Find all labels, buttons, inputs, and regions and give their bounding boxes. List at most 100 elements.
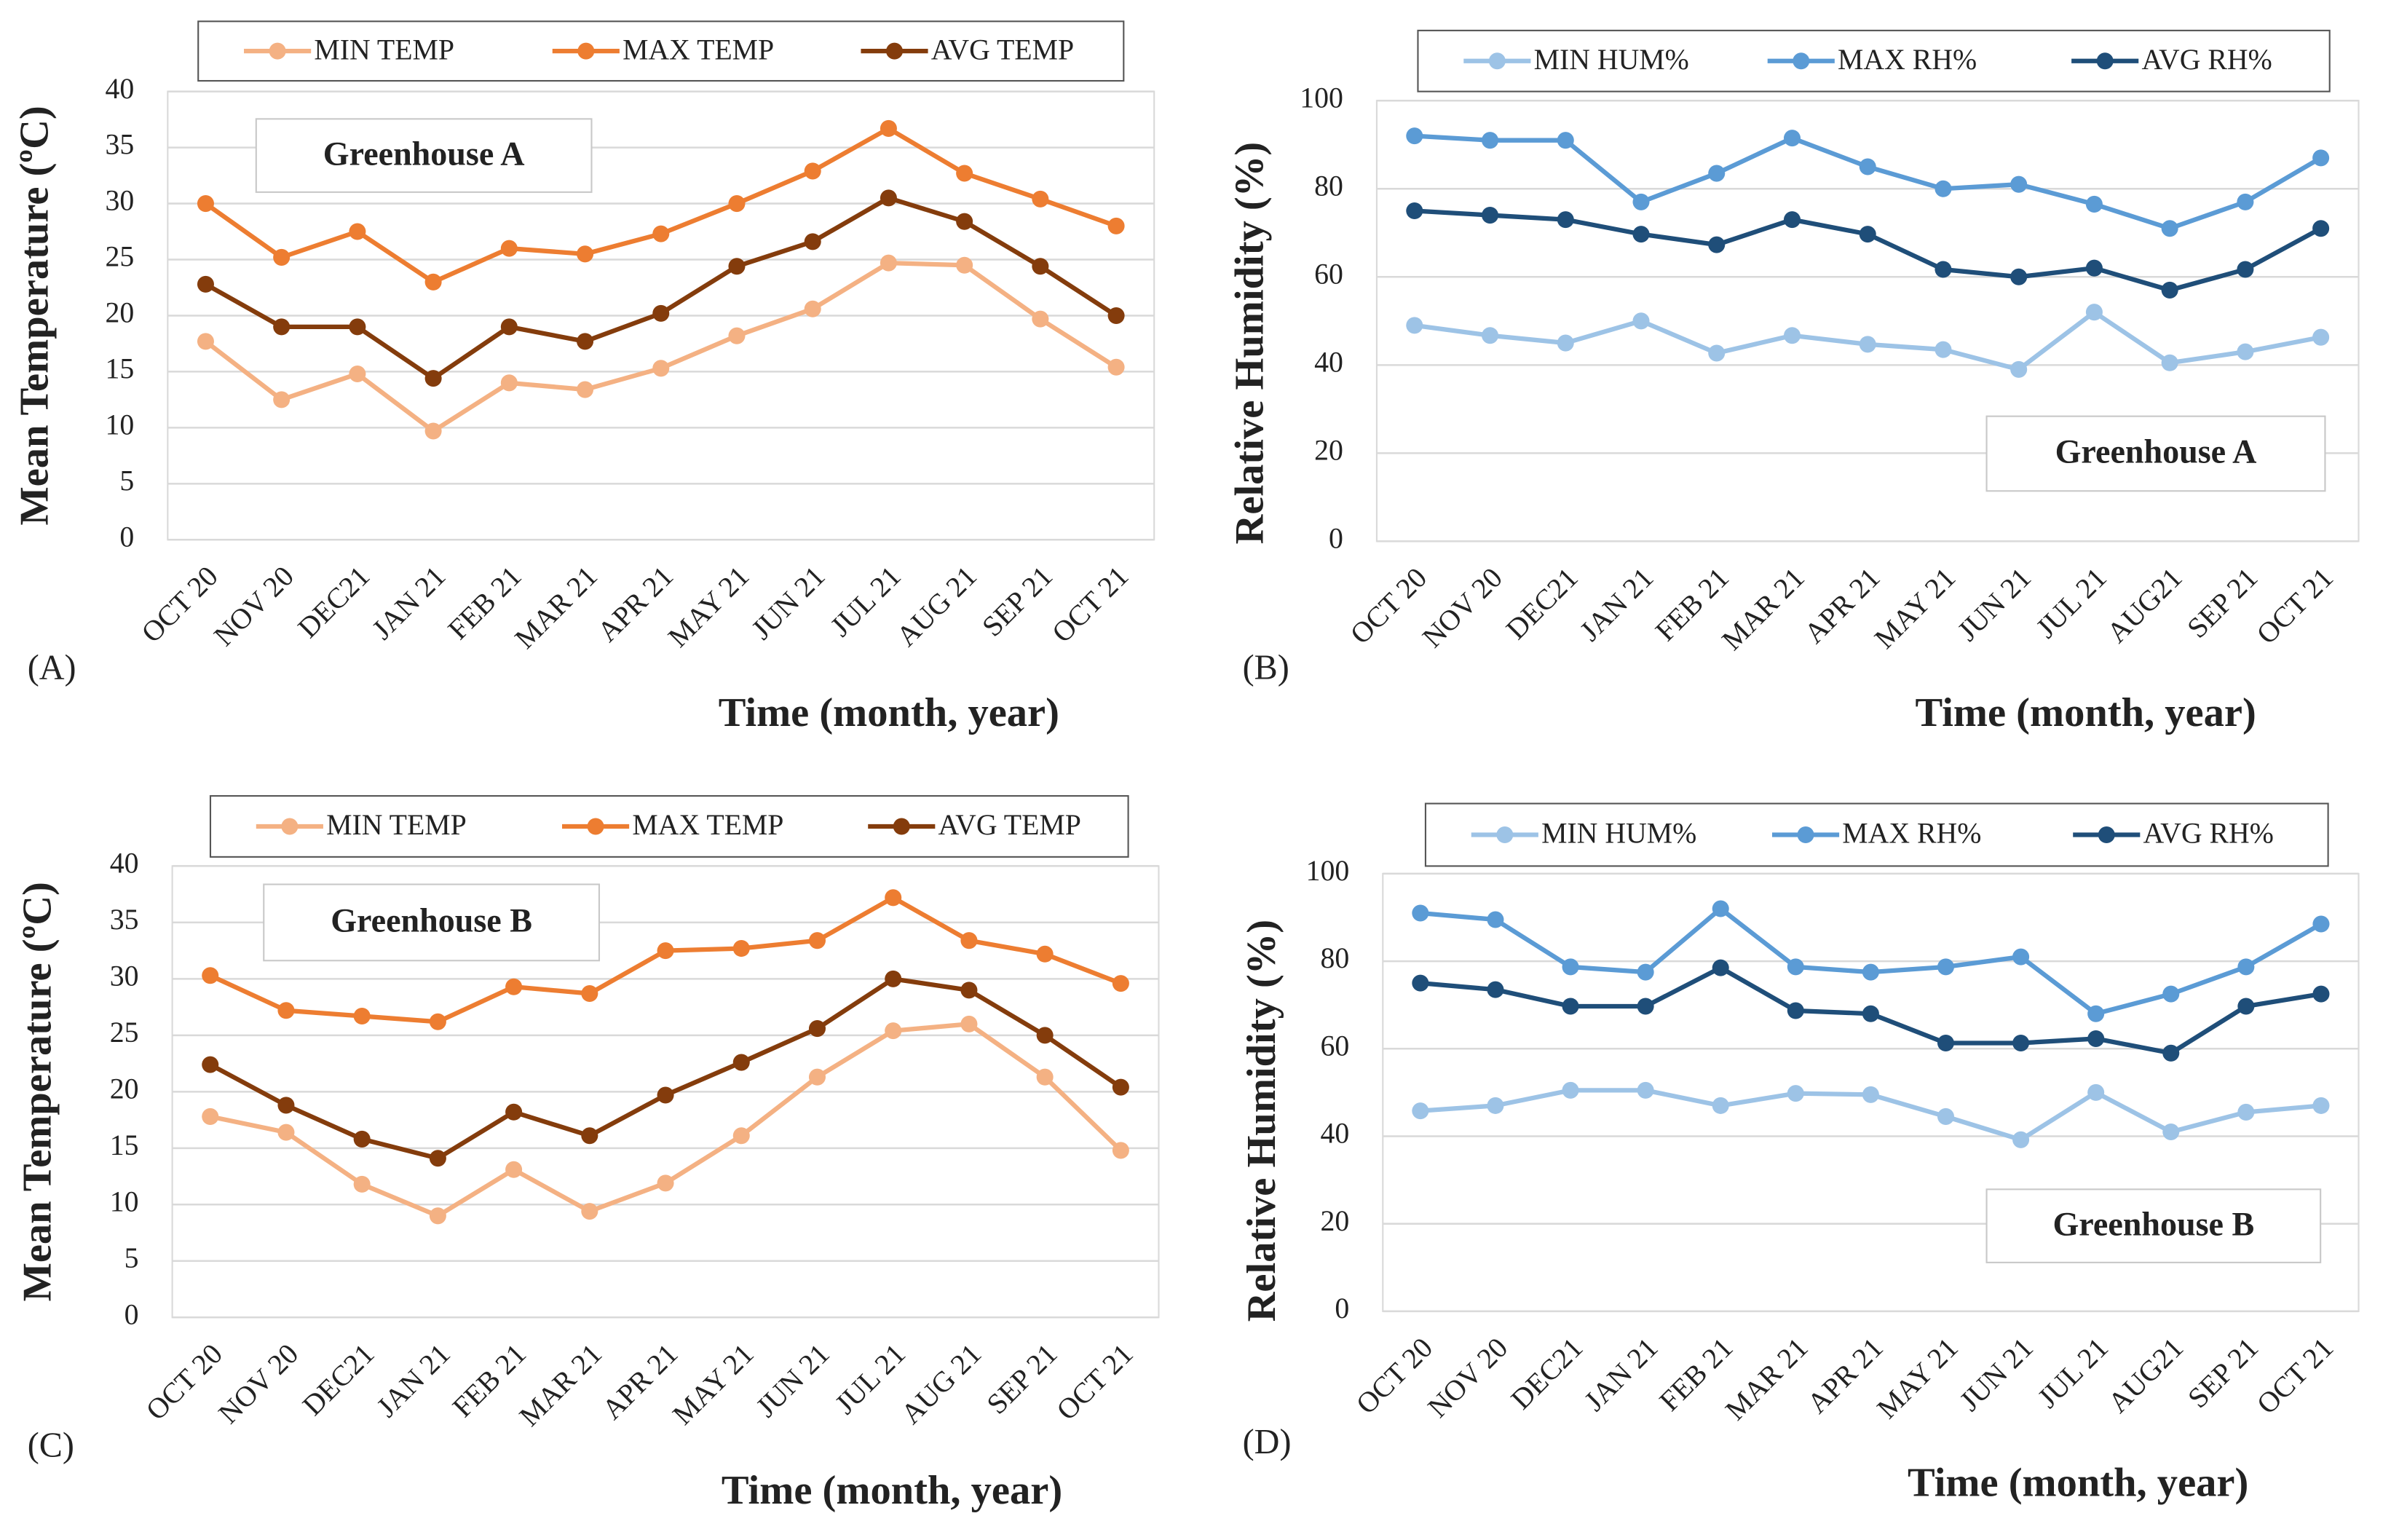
x-tick-label: JAN 21 [366,560,452,646]
x-tick-label: OCT 20 [1344,561,1433,650]
y-tick-label: 10 [106,409,135,441]
legend-marker [1793,52,1810,70]
y-tick-label: 15 [110,1129,139,1161]
data-point [2162,1044,2180,1062]
legend-marker [587,818,604,835]
data-point [1783,327,1801,344]
data-point [1862,963,1879,981]
x-axis-title: Time (month, year) [722,1468,1062,1513]
data-point [1859,336,1876,353]
data-point [505,1161,523,1178]
data-point [1637,1081,1654,1099]
y-tick-label: 20 [1314,434,1343,466]
y-tick-label: 20 [1320,1205,1349,1237]
y-tick-label: 60 [1320,1030,1349,1062]
legend-marker [1797,826,1814,844]
data-point [1412,974,1429,992]
data-point [885,970,902,987]
x-tick-label: AUG 21 [890,560,983,652]
legend-marker [281,818,299,835]
y-tick-label: 40 [1314,346,1343,378]
data-point [273,318,291,336]
data-point [1412,904,1429,922]
y-axis-title: Relative Humidity (%) [1239,920,1284,1322]
y-axis-title: Relative Humidity (%) [1227,142,1272,545]
data-point [349,318,366,336]
data-point [1935,261,1952,278]
data-point [652,304,670,322]
data-point [353,1130,371,1148]
legend-marker [1496,826,1514,844]
x-tick-label: OCT 21 [2250,561,2339,650]
data-point [277,1002,295,1019]
data-point [500,318,518,336]
data-point [1562,958,1579,976]
x-tick-label: JAN 21 [371,1338,457,1423]
data-point [2085,259,2103,277]
data-point [2010,175,2028,193]
x-tick-label: OCT 20 [135,560,224,649]
data-point [2237,343,2254,360]
panel-label: (C) [28,1426,74,1464]
legend-marker [2098,826,2115,844]
annotation-box [1985,1188,2322,1263]
data-point [1112,975,1129,992]
x-tick-label: MAR 21 [1716,561,1811,656]
data-point [2237,958,2255,976]
legend-label: MIN TEMP [326,809,467,841]
data-point [808,1020,826,1038]
data-point [2161,220,2178,237]
data-point [1783,130,1801,147]
data-point [1787,1002,1804,1019]
x-tick-label: OCT 20 [1350,1332,1439,1421]
legend-marker [885,42,904,60]
x-axis-title: Time (month, year) [719,690,1059,735]
data-point [1632,226,1650,243]
data-point [197,195,214,213]
y-tick-label: 10 [110,1185,139,1217]
data-point [2085,195,2103,213]
data-point [1107,307,1125,324]
y-tick-label: 35 [110,904,139,936]
legend-box [1424,802,2329,867]
data-point [732,1054,750,1071]
x-tick-label: OCT 21 [1051,1338,1139,1426]
data-point [500,240,518,257]
data-point [1632,312,1650,330]
data-point [728,258,746,275]
data-point [577,333,594,350]
data-point [1036,1027,1054,1044]
data-point [202,1107,219,1125]
data-point [1036,1068,1054,1086]
data-point [1787,1085,1804,1102]
y-tick-label: 15 [106,353,135,385]
data-point [1557,132,1574,149]
data-point [277,1124,295,1141]
y-tick-label: 30 [106,185,135,217]
x-tick-label: MAY 21 [1868,561,1961,655]
data-point [1032,258,1049,275]
data-point [2312,915,2330,933]
y-tick-label: 0 [125,1298,139,1330]
panel-label: (A) [28,648,76,687]
data-point [880,119,897,137]
annotation: Greenhouse B [2052,1205,2254,1242]
data-point [1859,158,1876,175]
x-tick-label: MAY 21 [666,1338,759,1431]
data-point [1787,958,1804,976]
x-tick-label: OCT 21 [2250,1332,2339,1421]
y-tick-label: 0 [119,521,134,553]
data-point [1937,958,1955,976]
data-point [429,1150,446,1167]
data-point [804,162,821,180]
data-point [577,245,594,263]
x-tick-label: DEC21 [296,1338,380,1421]
data-point [424,273,442,291]
x-tick-label: OCT 20 [140,1338,229,1426]
data-point [885,889,902,907]
data-point [804,233,821,250]
x-tick-label: JUN 21 [750,1338,836,1423]
data-point [1712,1097,1729,1114]
x-tick-label: NOV 20 [208,560,300,652]
